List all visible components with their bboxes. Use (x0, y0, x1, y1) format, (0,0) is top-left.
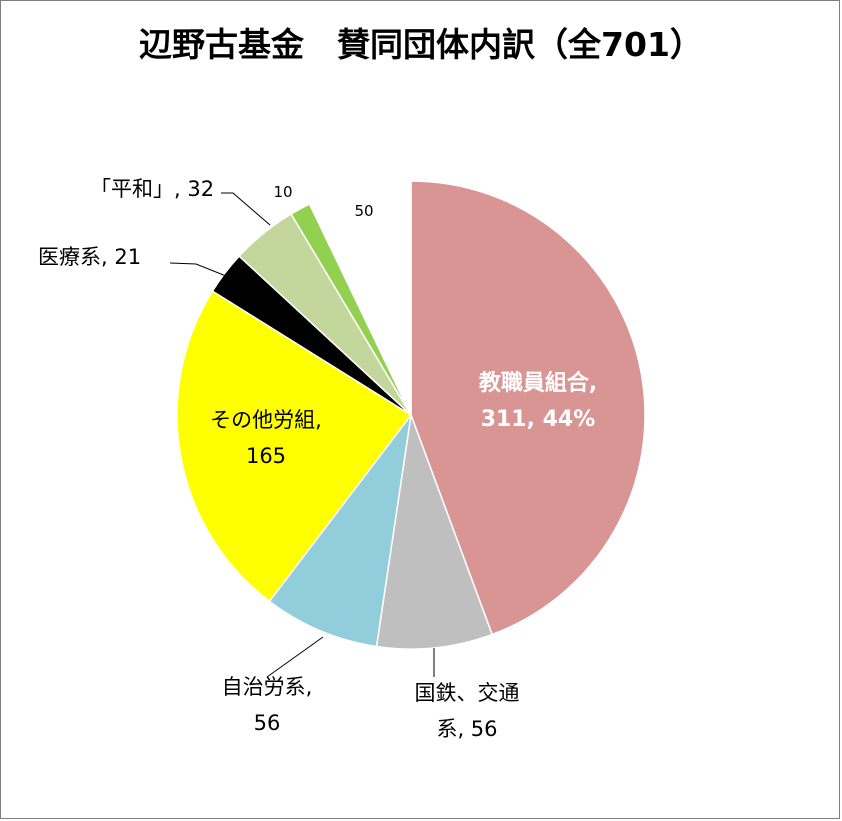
slice-label-0: 教職員組合, 311, 44% (479, 370, 597, 432)
slice-label-1: 国鉄、交通系, 56 (415, 681, 520, 741)
leader-line-4 (169, 262, 227, 277)
slice-label-3: その他労組, 165 (210, 408, 322, 468)
chart-title: 辺野古基金 賛同団体内訳（全701） (139, 25, 703, 64)
slice-label-4: 医療系, 21 (38, 245, 141, 269)
pie-slice-0 (410, 180, 646, 636)
slice-label-7: 50 (354, 202, 373, 220)
pie-slice-3 (176, 290, 413, 603)
slice-label-5: 「平和」, 32 (90, 177, 214, 201)
leader-line-2 (266, 636, 324, 678)
pie-slice-7 (308, 180, 412, 416)
slice-label-2: 自治労系, 56 (222, 675, 313, 735)
pie-slice-2 (268, 414, 412, 648)
slice-label-6: 10 (273, 183, 292, 201)
leader-line-5 (221, 192, 271, 226)
pie-slice-1 (375, 414, 494, 650)
